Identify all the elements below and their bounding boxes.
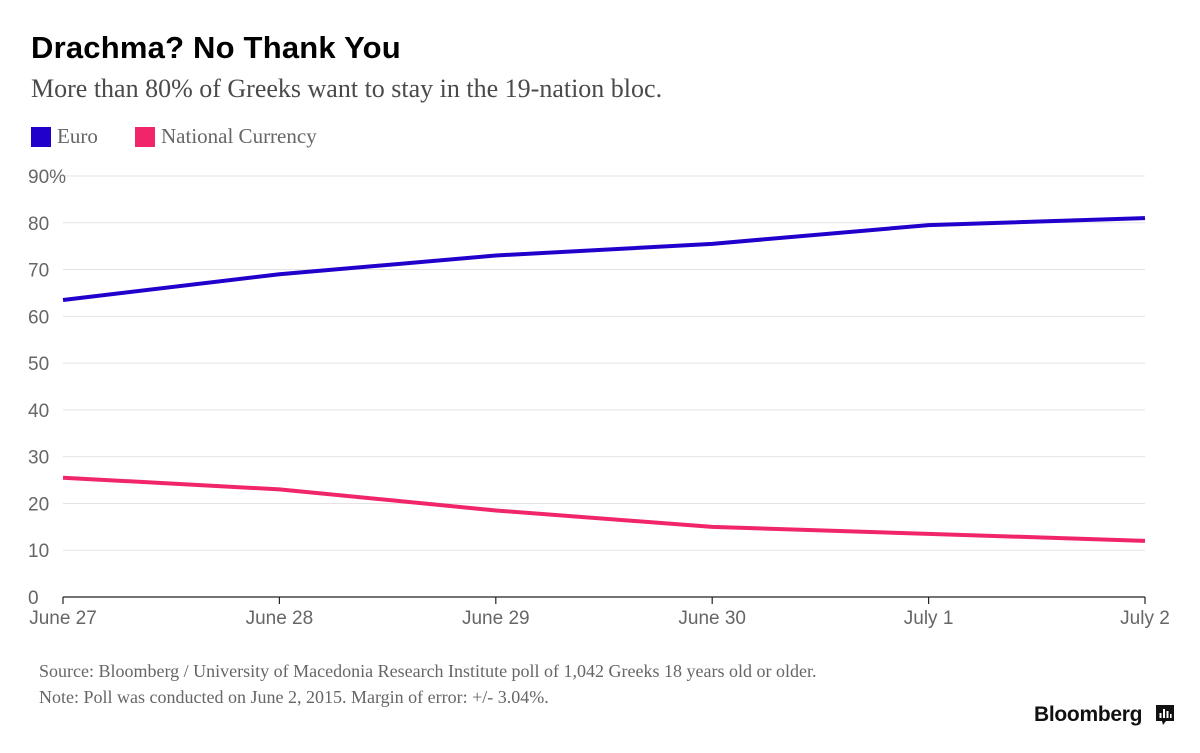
chart-title: Drachma? No Thank You [31,30,401,65]
x-tick-label: July 2 [1120,608,1170,629]
x-tick-label: June 30 [678,608,746,629]
legend-swatch-national-currency [135,126,155,147]
y-tick-label: 70 [28,261,49,282]
source-note: Source: Bloomberg / University of Macedo… [39,661,817,681]
chart-subtitle: More than 80% of Greeks want to stay in … [31,74,663,103]
series-line-national-currency [62,475,1146,543]
y-tick-label: 60 [28,307,49,328]
chart-footer: Source: Bloomberg / University of Macedo… [39,658,817,710]
x-tick-label: July 1 [904,608,954,629]
x-tick-label: June 29 [462,608,530,629]
x-tick-label: June 28 [246,608,314,629]
legend-swatch-euro [31,126,51,147]
y-tick-label: 40 [28,401,49,422]
y-tick-label: 80 [28,214,49,235]
y-tick-label: 90% [28,167,66,188]
y-tick-label: 20 [28,494,49,515]
series-line-euro [62,216,1146,302]
y-tick-label: 50 [28,354,49,375]
y-tick-label: 10 [28,541,49,562]
legend-label-national-currency: National Currency [161,124,317,148]
legend-label-euro: Euro [57,124,98,148]
brand-logo: Bloomberg [1034,703,1143,726]
x-tick-label: June 27 [29,608,97,629]
methodology-note: Note: Poll was conducted on June 2, 2015… [39,687,549,707]
bloomberg-terminal-icon [1156,705,1174,725]
legend-item-euro: Euro [31,124,98,149]
y-tick-label: 0 [28,588,39,609]
legend-item-national-currency: National Currency [135,124,317,149]
y-tick-label: 30 [28,448,49,469]
